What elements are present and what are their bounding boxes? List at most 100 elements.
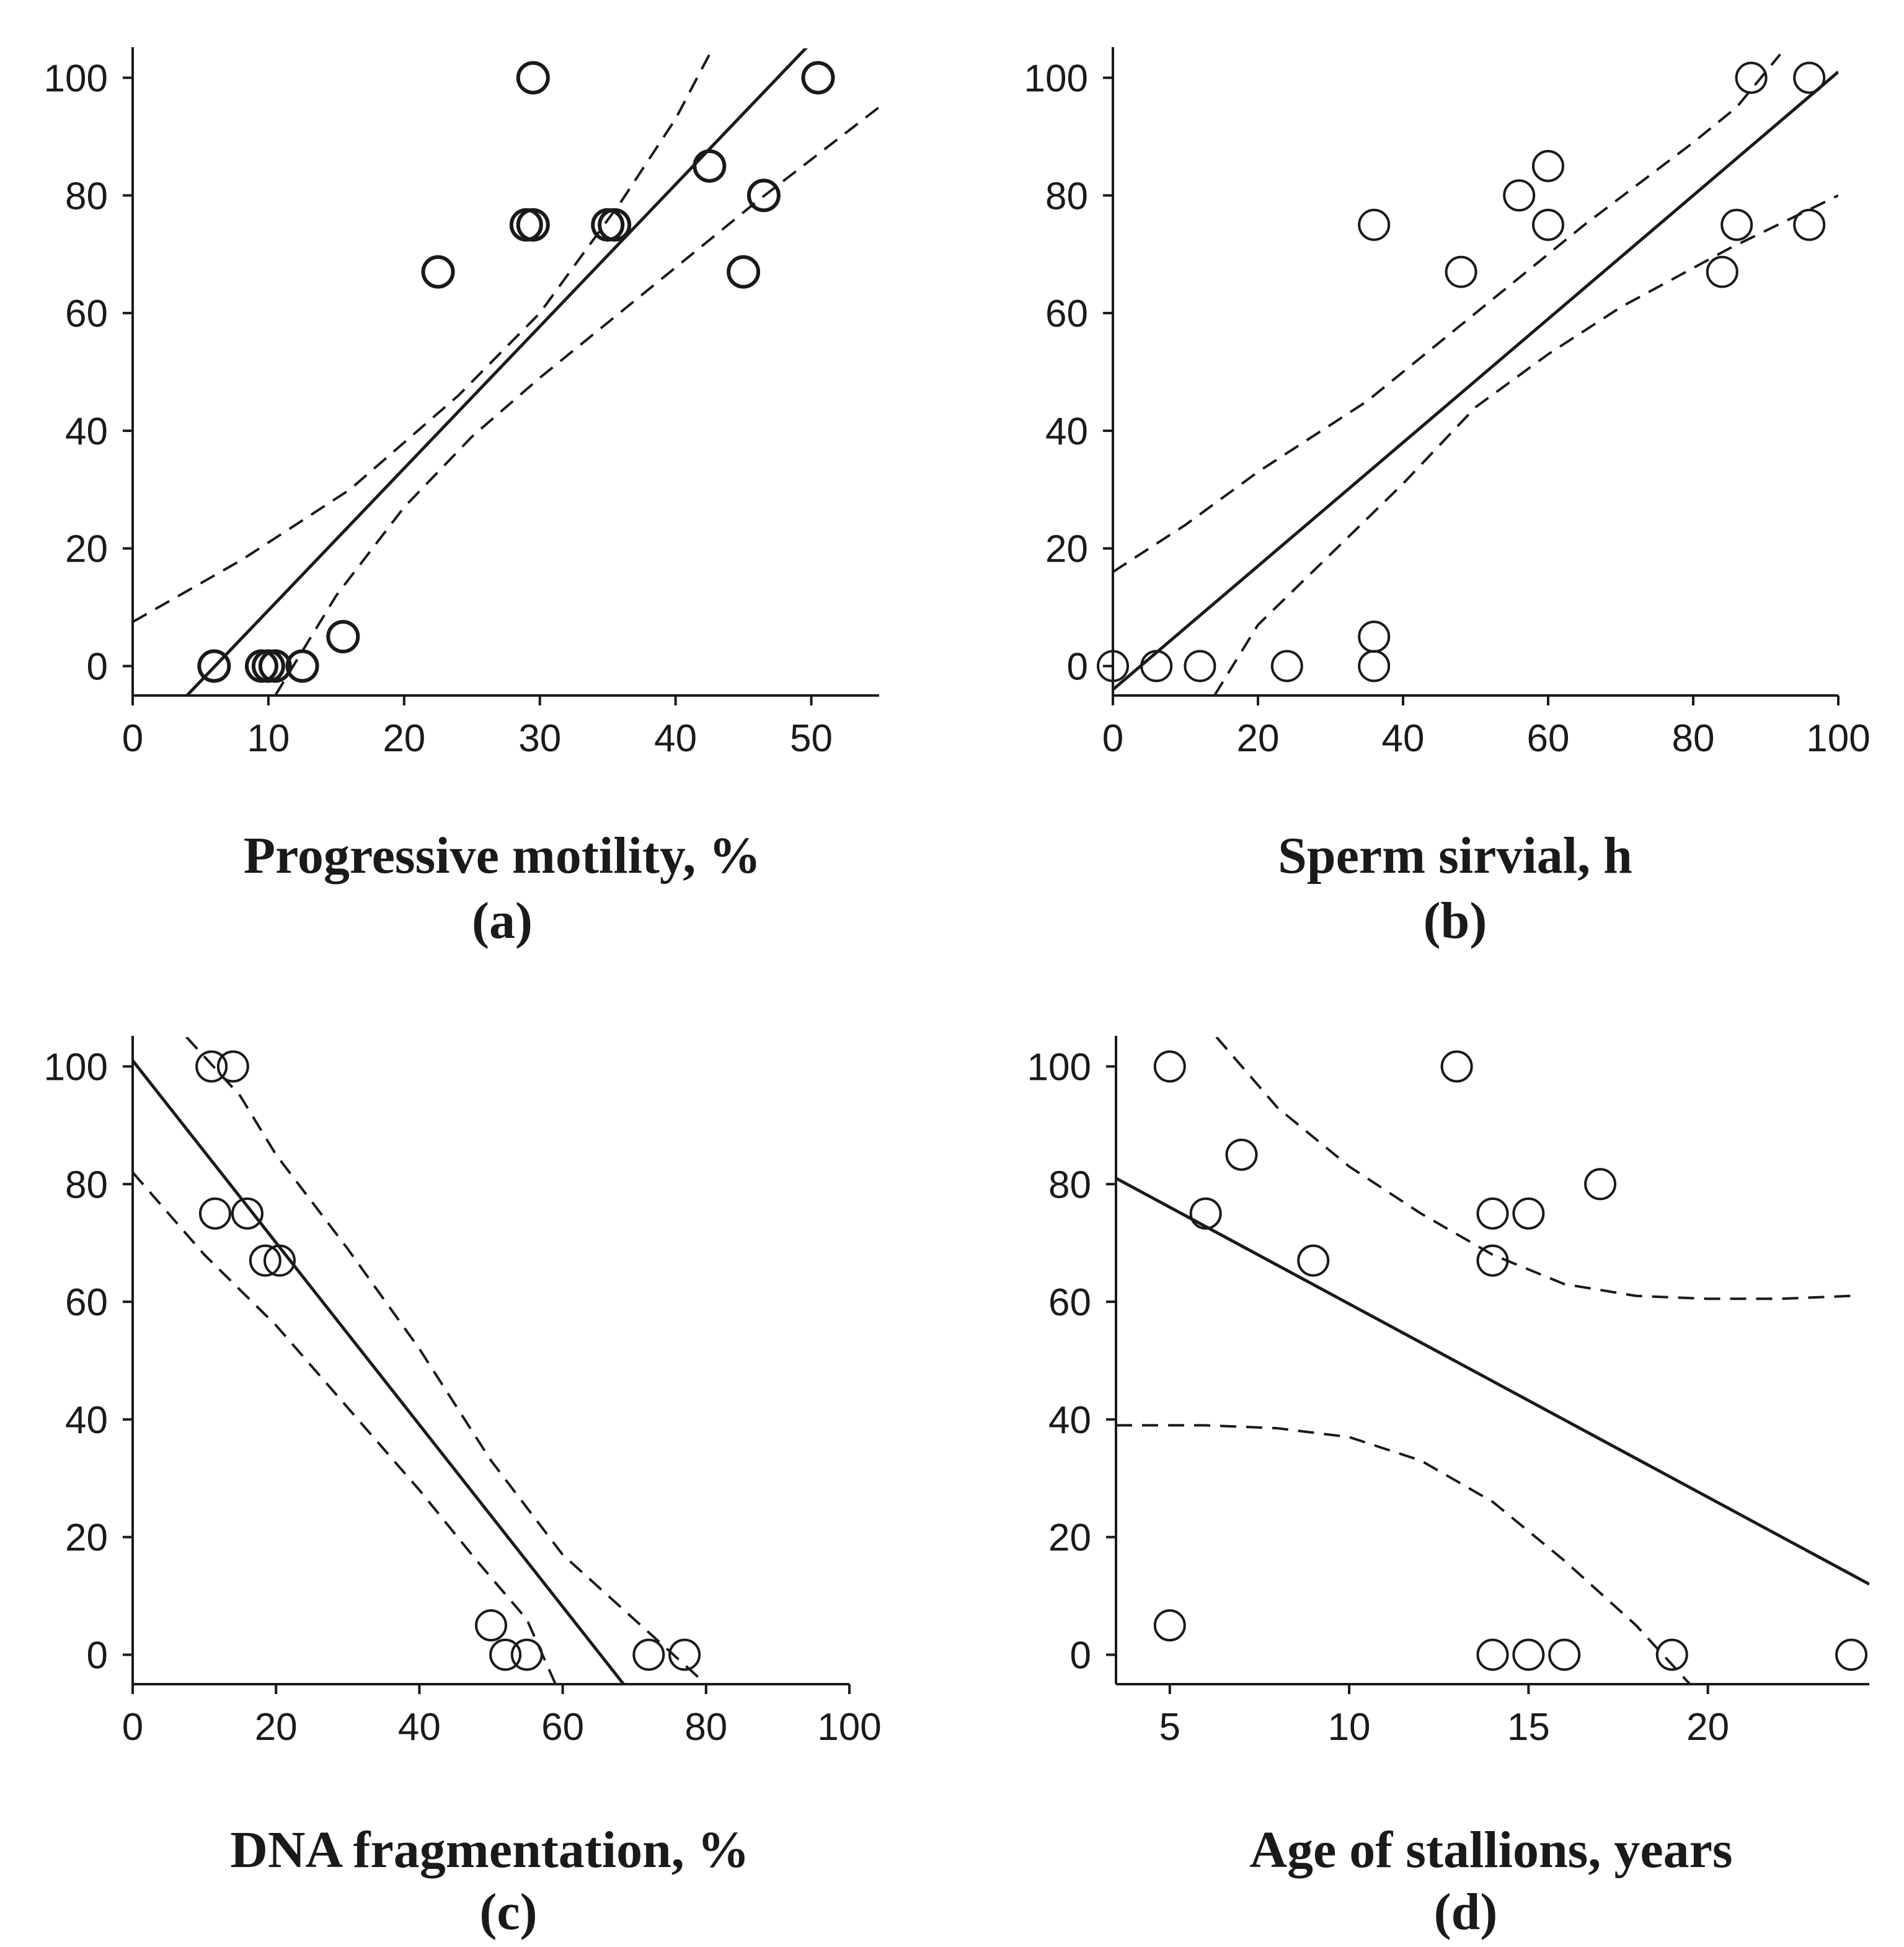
panel-c-point-6 <box>475 1609 507 1642</box>
panel-b-point-9 <box>1532 208 1564 241</box>
panel-d-ytick-label-4: 80 <box>1048 1163 1091 1206</box>
panel-c-point-8 <box>510 1638 543 1671</box>
panel-a-ytick-label-1: 20 <box>65 528 108 571</box>
panel-a-ytick-label-3: 60 <box>65 293 108 335</box>
panel-b-xtick-label-3: 60 <box>1527 717 1570 760</box>
panel-a-point-8 <box>516 208 550 242</box>
panel-d-point-1 <box>1153 1609 1186 1642</box>
panel-d-point-12 <box>1548 1638 1581 1671</box>
panel-c-point-0 <box>195 1050 228 1083</box>
panel-c-xtick-label-1: 20 <box>255 1706 298 1749</box>
panel-b-xtick-label-0: 0 <box>1102 717 1123 760</box>
panel-b-point-15 <box>1793 208 1826 241</box>
panel-c-label: (c) <box>479 1883 537 1941</box>
panel-b-point-12 <box>1720 208 1753 241</box>
panel-a-point-13 <box>727 255 761 289</box>
panel-b-ci-upper <box>1113 53 1781 573</box>
panel-a-axes: 0 10 20 30 40 50 0 20 40 60 80 100 <box>44 47 879 760</box>
panel-b-point-7 <box>1445 255 1477 288</box>
panel-d-point-13 <box>1655 1638 1688 1671</box>
panel-c-point-3 <box>231 1197 263 1230</box>
panel-b-ytick-label-2: 40 <box>1045 410 1088 453</box>
panel-b-point-10 <box>1532 149 1564 182</box>
panel-d-point-10 <box>1476 1638 1509 1671</box>
panel-b-label: (b) <box>1424 892 1487 950</box>
panel-b-xlabel: Sperm sirvial, h <box>1278 827 1632 885</box>
panel-d-xtick-label-2: 15 <box>1507 1706 1550 1749</box>
panel-d: 5 10 15 20 0 20 40 60 80 100 Age of stallions, ye… <box>1027 1036 1869 1941</box>
panel-b-ytick-label-5: 100 <box>1024 57 1088 100</box>
panel-d-xtick-label-0: 5 <box>1159 1706 1180 1749</box>
panel-b-xtick-label-2: 40 <box>1382 717 1425 760</box>
panel-d-ytick-label-5: 100 <box>1027 1046 1091 1088</box>
panel-b-point-1 <box>1140 650 1173 682</box>
panel-b-xtick-label-1: 20 <box>1237 717 1280 760</box>
panel-b-ytick-label-4: 80 <box>1045 175 1088 218</box>
panel-b-point-8 <box>1503 179 1536 212</box>
panel-a-xtick-label-5: 50 <box>790 717 833 760</box>
panel-b-point-11 <box>1706 255 1738 288</box>
panel-a-xtick-label-3: 30 <box>518 717 561 760</box>
panel-d-ci-upper <box>1215 1037 1852 1300</box>
panel-c: 0 20 40 60 80 100 0 20 40 60 80 100 DNA fragmentati… <box>44 1036 882 1941</box>
panel-c-axes: 0 20 40 60 80 100 0 20 40 60 80 100 <box>44 1036 882 1749</box>
panel-d-ci-lower <box>1116 1424 1691 1684</box>
panel-a-xlabel: Progressive motility, % <box>244 827 761 885</box>
panel-b-axes: 0 20 40 60 80 100 0 20 40 60 80 100 <box>1024 47 1871 760</box>
panel-a-label: (a) <box>472 892 533 950</box>
panel-b-plot-area <box>1113 53 1838 695</box>
panel-a-point-5 <box>326 620 360 654</box>
panel-b-regression-line <box>1113 71 1838 691</box>
panel-c-point-10 <box>668 1638 701 1671</box>
panel-d-ytick-label-2: 40 <box>1048 1399 1091 1442</box>
panel-a-ytick-label-0: 0 <box>87 646 108 689</box>
panel-c-xtick-label-3: 60 <box>541 1706 584 1749</box>
panel-b-point-3 <box>1270 650 1303 682</box>
panel-c-ci-upper <box>185 1037 707 1684</box>
panel-c-ci-lower <box>133 1171 557 1684</box>
panel-a-point-4 <box>285 649 319 683</box>
panel-d-point-0 <box>1153 1050 1186 1083</box>
panel-c-xtick-label-4: 80 <box>684 1706 727 1749</box>
panel-d-point-6 <box>1476 1197 1509 1230</box>
panel-b-xtick-label-5: 100 <box>1806 717 1870 760</box>
panel-d-label: (d) <box>1434 1883 1498 1941</box>
panel-a-point-15 <box>801 61 835 95</box>
panel-b-ci-lower <box>1213 194 1838 695</box>
panel-d-point-4 <box>1297 1244 1330 1277</box>
panel-d-marks <box>1116 1037 1869 1684</box>
panel-a-xtick-label-4: 40 <box>654 717 697 760</box>
panel-d-point-9 <box>1584 1168 1617 1201</box>
panel-d-point-2 <box>1189 1197 1222 1230</box>
panel-a: 0 10 20 30 40 50 0 20 40 60 80 100 Progressive moti… <box>44 47 879 950</box>
panel-b-point-13 <box>1735 61 1768 94</box>
panel-c-ytick-label-5: 100 <box>44 1046 108 1088</box>
panel-c-point-9 <box>632 1638 665 1671</box>
panel-c-xtick-label-5: 100 <box>817 1706 881 1749</box>
panel-a-ci-upper <box>133 53 711 624</box>
panel-c-marks <box>133 1037 707 1684</box>
panel-d-point-3 <box>1225 1138 1258 1171</box>
panel-c-ytick-label-0: 0 <box>87 1635 108 1677</box>
panel-b-ytick-label-3: 60 <box>1045 293 1088 335</box>
panel-a-point-14 <box>746 179 781 213</box>
panel-d-point-7 <box>1476 1244 1509 1277</box>
panel-d-axes: 5 10 15 20 0 20 40 60 80 100 <box>1027 1036 1869 1749</box>
panel-c-xtick-label-2: 40 <box>398 1706 441 1749</box>
panel-c-xlabel: DNA fragmentation, % <box>230 1821 750 1879</box>
panel-a-point-9 <box>516 61 550 95</box>
panel-b-point-5 <box>1358 620 1391 653</box>
panel-a-ci-lower <box>274 106 879 695</box>
panel-c-ytick-label-4: 80 <box>65 1163 108 1206</box>
panel-b-point-2 <box>1184 650 1216 682</box>
panel-b-point-14 <box>1793 61 1826 94</box>
panel-a-ytick-label-5: 100 <box>44 57 108 100</box>
panel-c-plot-area <box>133 1037 707 1684</box>
panel-d-xlabel: Age of stallions, years <box>1249 1821 1732 1879</box>
panel-c-regression-line <box>133 1059 625 1684</box>
panel-d-ytick-label-1: 20 <box>1048 1517 1091 1560</box>
panel-b-ytick-label-1: 20 <box>1045 528 1088 571</box>
panel-a-point-11 <box>598 208 632 242</box>
panel-a-xtick-label-1: 10 <box>247 717 290 760</box>
